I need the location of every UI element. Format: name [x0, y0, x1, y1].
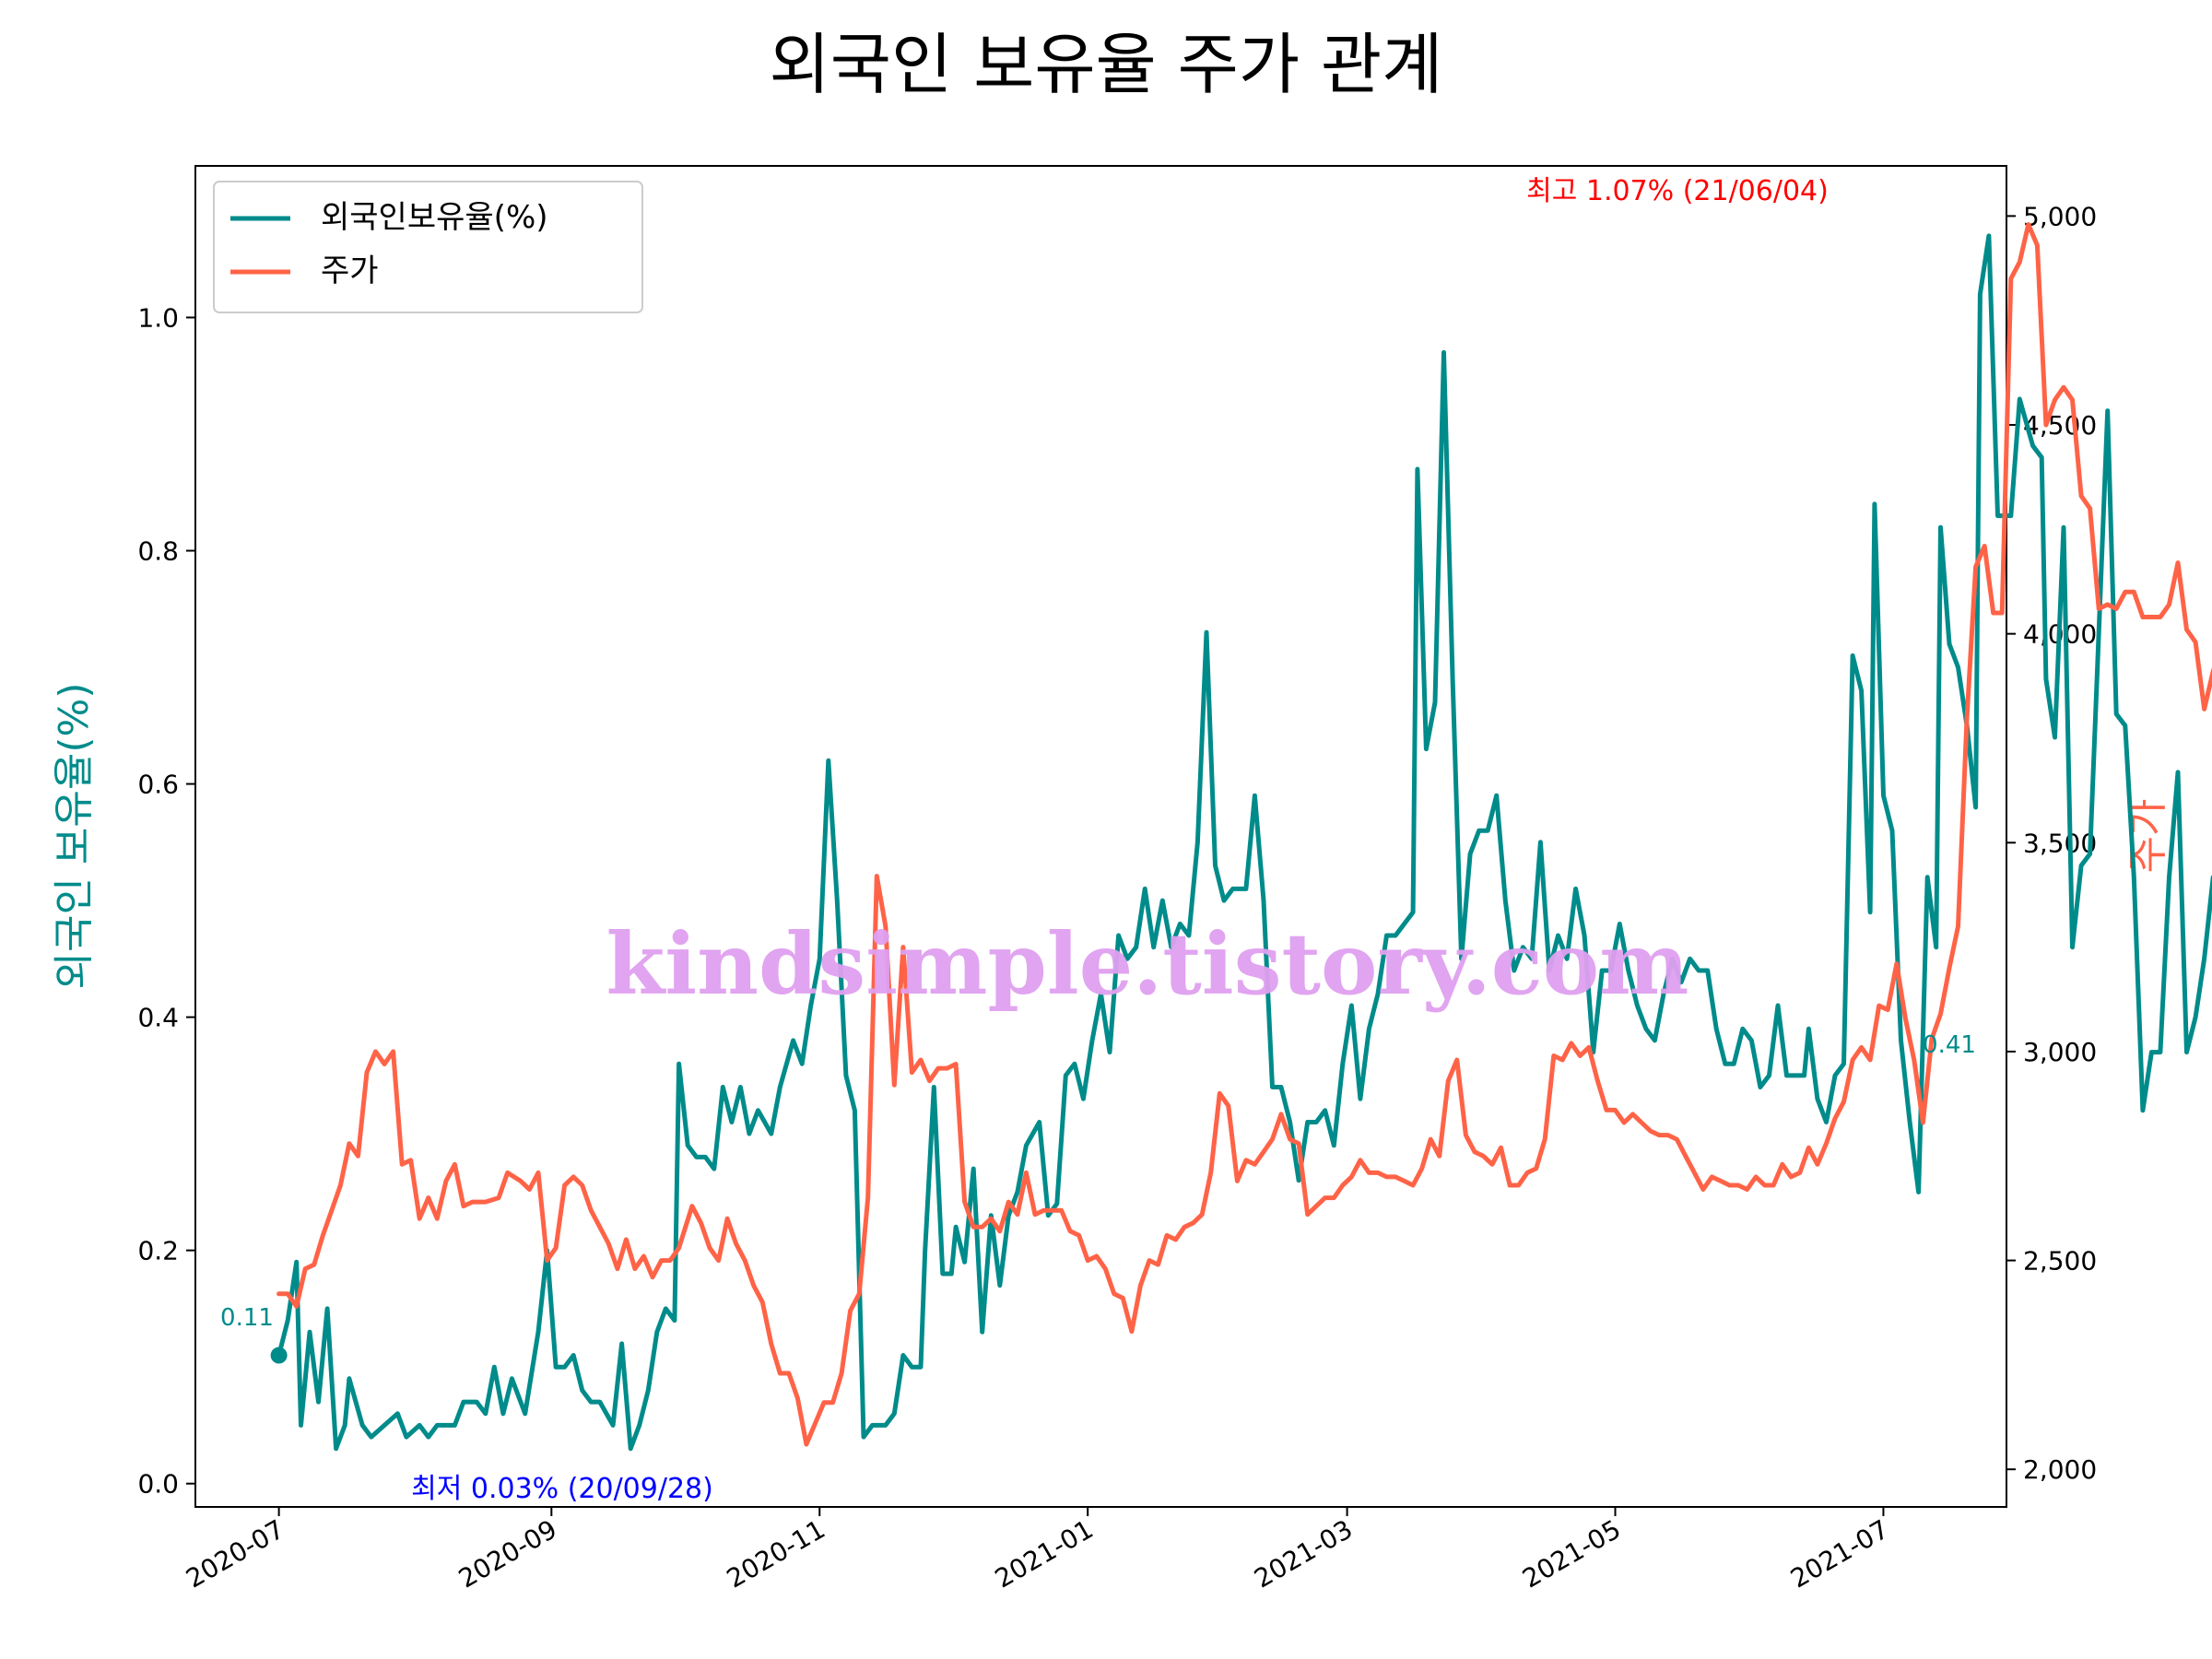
- y-left-tick-label: 1.0: [137, 302, 179, 333]
- start-point-marker: [270, 1347, 288, 1364]
- y-right-tick-label: 5,000: [2023, 201, 2097, 231]
- y-left-tick-label: 0.0: [137, 1469, 179, 1500]
- series-layer: [270, 222, 2212, 1452]
- y-left-tick-label: 0.6: [137, 770, 179, 800]
- plot-area: [194, 165, 2007, 1508]
- chart-title: 외국인 보유율 주가 관계: [769, 26, 1442, 103]
- legend-label-foreign: 외국인보유율(%): [321, 199, 548, 236]
- series-line-foreign-ownership: [276, 233, 2212, 1452]
- y-axis-left-label: 외국인 보유율(%): [51, 682, 98, 989]
- x-tick-label: 2020-07: [181, 1513, 289, 1594]
- y-left-tick-label: 0.4: [137, 1003, 179, 1033]
- x-tick-label: 2021-05: [1517, 1513, 1626, 1594]
- legend: 외국인보유율(%) 주가: [213, 181, 643, 313]
- x-tick-label: 2020-11: [722, 1513, 830, 1594]
- x-tick-label: 2021-01: [990, 1513, 1099, 1594]
- y-right-tick-label: 4,500: [2023, 410, 2097, 441]
- x-tick-label: 2020-09: [453, 1513, 562, 1594]
- x-tick-label: 2021-07: [1785, 1513, 1894, 1594]
- legend-label-price: 주가: [321, 253, 379, 289]
- legend-box: [213, 181, 643, 313]
- y-right-tick-label: 3,000: [2023, 1037, 2097, 1067]
- y-left-tick-label: 0.2: [137, 1236, 179, 1266]
- y-left-tick-label: 0.8: [137, 536, 179, 567]
- y-right-tick-label: 2,000: [2023, 1454, 2097, 1485]
- y-right-tick-label: 2,500: [2023, 1246, 2097, 1277]
- max-annotation: 최고 1.07% (21/06/04): [1526, 175, 1829, 207]
- series-line-stock-price: [276, 222, 2212, 1447]
- min-annotation: 최저 0.03% (20/09/28): [411, 1473, 713, 1505]
- x-axis: 2020-07 2020-09 2020-11 2021-01 2021-03 2021-…: [181, 1507, 1894, 1594]
- y-axis-left: 0.0 0.2 0.4 0.6 0.8 1.0: [137, 302, 195, 1500]
- watermark: kindsimple.tistory.com: [606, 914, 1688, 1014]
- x-tick-label: 2021-03: [1249, 1513, 1358, 1594]
- start-value-label: 0.11: [220, 1304, 274, 1332]
- y-right-tick-label: 3,500: [2023, 828, 2097, 858]
- end-value-label: 0.41: [1923, 1031, 1976, 1059]
